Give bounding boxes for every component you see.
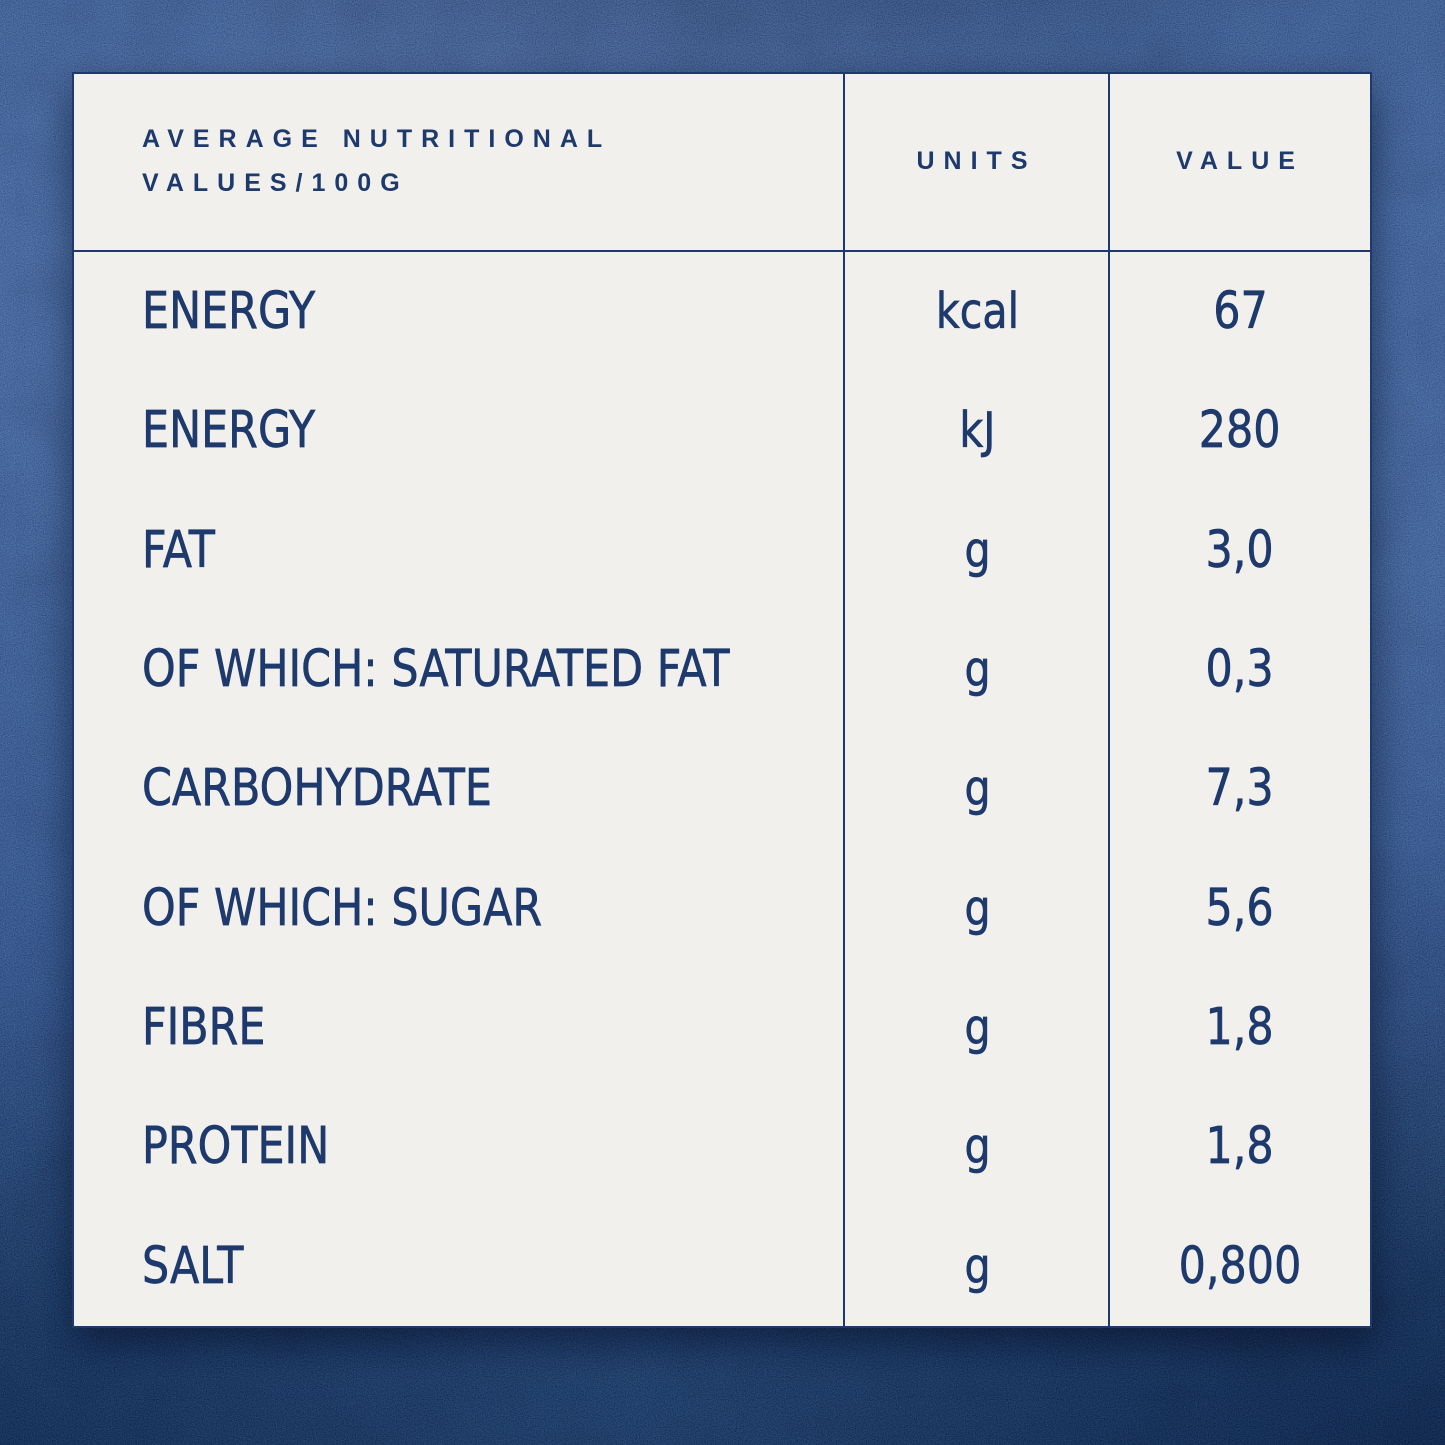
column-divider-value	[1108, 74, 1110, 1326]
nutrition-table: AVERAGE NUTRITIONAL VALUES/100G UNITS VA…	[72, 72, 1372, 1328]
table-row: PROTEIN g 1,8	[74, 1087, 1370, 1206]
nutrient-unit-cell: kcal	[845, 283, 1110, 341]
nutrient-name-cell: FAT	[74, 520, 845, 580]
nutrient-value-cell: 0,800	[1110, 1236, 1370, 1296]
table-row: OF WHICH: SUGAR g 5,6	[74, 849, 1370, 968]
row-value: 7,3	[1205, 759, 1275, 819]
row-value: 0,3	[1205, 640, 1275, 700]
header-cell-units: UNITS	[845, 74, 1108, 250]
nutrient-unit-cell: g	[845, 1118, 1110, 1176]
row-value: 1,8	[1205, 1117, 1275, 1177]
nutrient-unit-cell: g	[845, 1237, 1110, 1295]
row-label: FIBRE	[142, 998, 266, 1058]
nutrient-unit-cell: g	[845, 521, 1110, 579]
row-value: 3,0	[1205, 520, 1275, 580]
nutrient-name-cell: FIBRE	[74, 998, 845, 1058]
table-header-row: AVERAGE NUTRITIONAL VALUES/100G UNITS VA…	[74, 74, 1370, 250]
nutrient-unit-cell: g	[845, 879, 1110, 937]
row-label: FAT	[142, 520, 215, 580]
table-row: CARBOHYDRATE g 7,3	[74, 729, 1370, 848]
nutrient-value-cell: 0,3	[1110, 640, 1370, 700]
header-separator-line	[74, 250, 1370, 252]
row-label: OF WHICH: SUGAR	[142, 878, 543, 938]
row-unit: kJ	[959, 402, 996, 460]
nutrient-unit-cell: g	[845, 999, 1110, 1057]
row-unit: g	[964, 879, 991, 937]
nutrient-name-cell: ENERGY	[74, 282, 845, 342]
row-label: PROTEIN	[142, 1117, 330, 1177]
row-value: 67	[1212, 282, 1268, 342]
header-units-label: UNITS	[916, 147, 1037, 176]
nutrient-name-cell: OF WHICH: SUGAR	[74, 878, 845, 938]
nutrient-name-cell: PROTEIN	[74, 1117, 845, 1177]
row-label: OF WHICH: SATURATED FAT	[142, 640, 730, 700]
nutrient-name-cell: OF WHICH: SATURATED FAT	[74, 640, 845, 700]
nutrient-value-cell: 5,6	[1110, 878, 1370, 938]
row-value: 5,6	[1205, 878, 1275, 938]
row-label: ENERGY	[142, 282, 316, 342]
row-unit: g	[964, 1237, 991, 1295]
nutrient-value-cell: 280	[1110, 401, 1370, 461]
nutrient-name-cell: SALT	[74, 1236, 845, 1296]
row-value: 280	[1199, 401, 1281, 461]
nutrient-name-cell: ENERGY	[74, 401, 845, 461]
row-label: ENERGY	[142, 401, 316, 461]
header-title: AVERAGE NUTRITIONAL VALUES/100G	[142, 125, 611, 197]
row-unit: g	[964, 1118, 991, 1176]
table-row: ENERGY kcal 67	[74, 252, 1370, 371]
row-unit: g	[964, 999, 991, 1057]
column-divider-units	[843, 74, 845, 1326]
row-value: 1,8	[1205, 998, 1275, 1058]
nutrient-name-cell: CARBOHYDRATE	[74, 759, 845, 819]
nutrient-value-cell: 3,0	[1110, 520, 1370, 580]
nutrient-unit-cell: g	[845, 760, 1110, 818]
nutrient-unit-cell: g	[845, 641, 1110, 699]
header-cell-parameter: AVERAGE NUTRITIONAL VALUES/100G	[142, 74, 802, 250]
table-row: ENERGY kJ 280	[74, 371, 1370, 490]
table-row: FIBRE g 1,8	[74, 968, 1370, 1087]
row-label: SALT	[142, 1236, 244, 1296]
row-label: CARBOHYDRATE	[142, 759, 493, 819]
nutrient-value-cell: 7,3	[1110, 759, 1370, 819]
row-unit: g	[964, 641, 991, 699]
table-row: FAT g 3,0	[74, 491, 1370, 610]
nutrient-value-cell: 1,8	[1110, 998, 1370, 1058]
nutrient-unit-cell: kJ	[845, 402, 1110, 460]
row-unit: kcal	[935, 283, 1020, 341]
table-row: OF WHICH: SATURATED FAT g 0,3	[74, 610, 1370, 729]
table-row: SALT g 0,800	[74, 1207, 1370, 1326]
table-body: ENERGY kcal 67 ENERGY kJ 280 FAT g 3,0	[74, 252, 1370, 1326]
header-value-label: VALUE	[1176, 147, 1304, 176]
nutrient-value-cell: 1,8	[1110, 1117, 1370, 1177]
row-unit: g	[964, 760, 991, 818]
nutrient-value-cell: 67	[1110, 282, 1370, 342]
row-value: 0,800	[1178, 1236, 1302, 1296]
header-cell-value: VALUE	[1110, 74, 1370, 250]
row-unit: g	[964, 521, 991, 579]
